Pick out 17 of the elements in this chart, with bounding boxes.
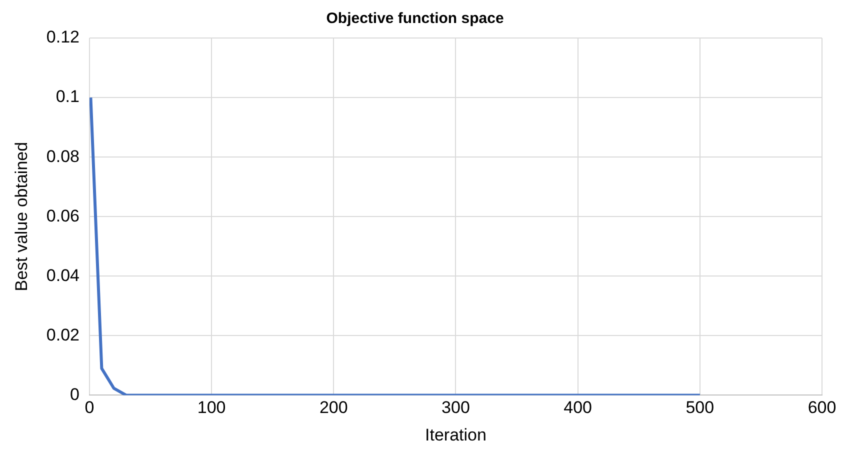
y-tick-label: 0.12 — [46, 28, 80, 47]
x-tick-label: 600 — [808, 398, 836, 418]
y-tick-label: 0 — [70, 384, 80, 404]
x-tick-label: 500 — [686, 398, 714, 418]
y-tick-label: 0.08 — [46, 146, 80, 166]
x-axis-title: Iteration — [425, 425, 486, 444]
x-tick-label: 200 — [319, 398, 348, 418]
x-tick-label: 100 — [197, 398, 226, 418]
y-tick-label: 0.04 — [46, 266, 80, 285]
x-tick-label: 300 — [442, 398, 470, 418]
y-axis-title: Best value obtained — [12, 142, 31, 292]
y-tick-label: 0.02 — [46, 325, 80, 344]
x-tick-label: 0 — [84, 398, 94, 418]
chart-title: Objective function space — [326, 10, 504, 28]
y-tick-label: 0.06 — [46, 206, 80, 226]
x-tick-label: 400 — [564, 398, 592, 418]
y-tick-label: 0.1 — [56, 87, 80, 106]
